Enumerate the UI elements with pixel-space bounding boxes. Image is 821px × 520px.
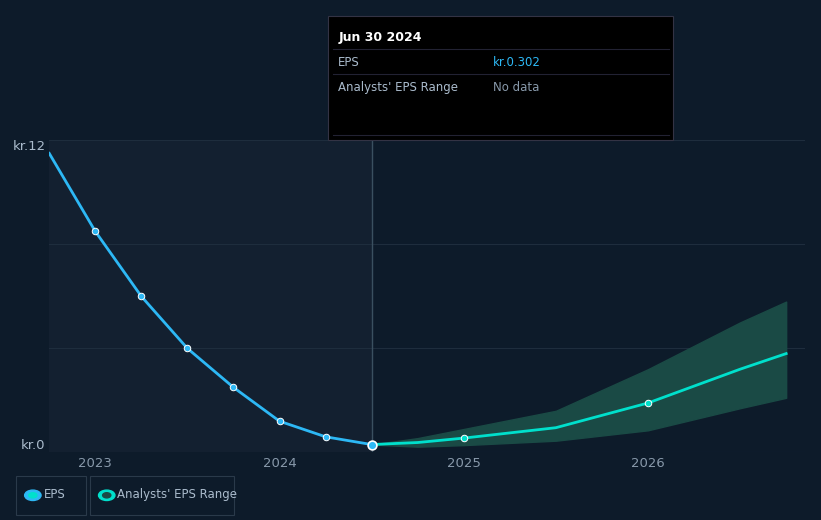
Text: kr.12: kr.12 — [12, 140, 45, 153]
Point — [365, 440, 378, 449]
Text: kr.0: kr.0 — [21, 439, 45, 452]
Point — [457, 434, 470, 442]
Bar — [49, 140, 372, 452]
Text: Analysts' EPS Range: Analysts' EPS Range — [338, 81, 458, 94]
Text: Analysts' EPS Range: Analysts' EPS Range — [117, 488, 237, 501]
Point — [135, 292, 148, 301]
Point — [227, 383, 240, 392]
Text: kr.0.302: kr.0.302 — [493, 56, 540, 69]
Point — [365, 440, 378, 449]
Point — [319, 433, 333, 441]
Point — [273, 417, 286, 425]
Point — [181, 344, 194, 353]
Text: Actual: Actual — [328, 121, 368, 134]
Text: No data: No data — [493, 81, 539, 94]
Text: Analysts Forecasts: Analysts Forecasts — [375, 121, 492, 134]
Text: EPS: EPS — [44, 488, 65, 501]
Point — [89, 227, 102, 236]
Text: Jun 30 2024: Jun 30 2024 — [338, 31, 422, 44]
Point — [641, 399, 654, 407]
Text: EPS: EPS — [338, 56, 360, 69]
